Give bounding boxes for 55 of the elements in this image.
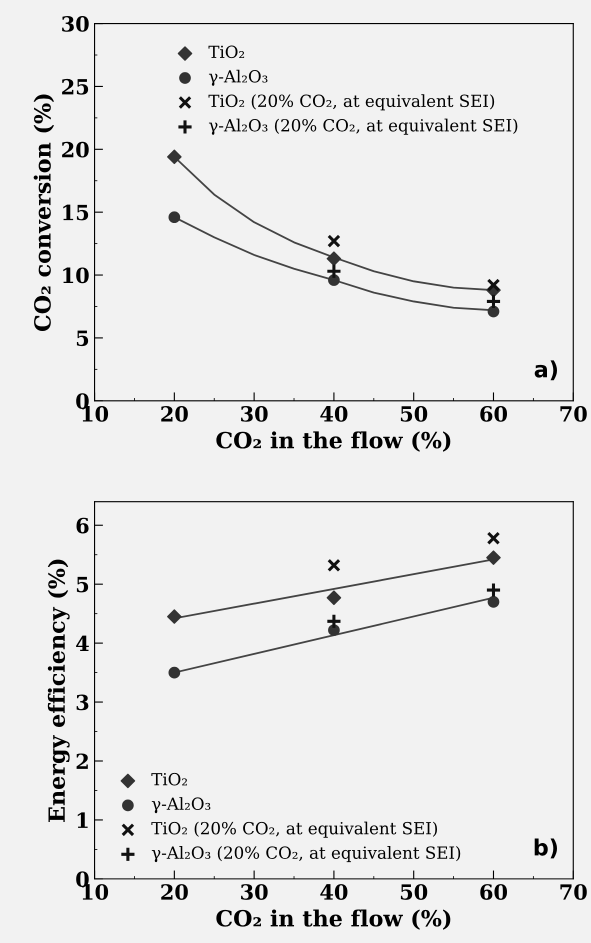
point [326, 613, 342, 630]
point [167, 609, 182, 624]
point [326, 263, 342, 280]
x-tick-label: 70 [560, 884, 587, 900]
point [486, 532, 500, 545]
x-tick-label: 40 [320, 406, 348, 422]
legend-label: γ-Al₂O₃ (20% CO₂, at equivalent SEI) [152, 846, 460, 862]
x-tick-label: 60 [480, 406, 508, 422]
x-tick-label: 20 [161, 884, 188, 900]
point [326, 251, 342, 266]
point [168, 211, 180, 224]
y-tick-label: 4 [76, 636, 89, 652]
y-tick-label: 20 [62, 142, 89, 158]
y-tick-label: 30 [62, 16, 89, 32]
x-tick-label: 50 [400, 884, 428, 900]
annotation: b) [534, 838, 557, 858]
point [326, 590, 342, 606]
legend-label: TiO₂ (20% CO₂, at equivalent SEI) [208, 94, 494, 110]
point [485, 293, 502, 310]
y-tick-label: 5 [76, 576, 88, 592]
x-tick-label: 60 [480, 884, 508, 900]
legend-label: TiO₂ [208, 46, 244, 58]
y-axis-title: CO₂ conversion (%) [34, 94, 54, 332]
y-tick-label: 5 [76, 330, 88, 346]
x-tick-label: 50 [400, 406, 428, 422]
annotation: a) [534, 360, 557, 380]
y-tick-label: 10 [63, 267, 89, 284]
x-axis-title: CO₂ in the flow (%) [216, 431, 450, 452]
point [486, 278, 500, 292]
x-tick-label: 70 [560, 406, 587, 422]
point [327, 558, 341, 572]
legend-label: γ-Al₂O₃ [152, 797, 210, 814]
point [167, 150, 182, 164]
point [168, 666, 180, 678]
point [488, 596, 500, 608]
y-tick-label: 25 [62, 78, 88, 95]
legend-label: TiO₂ [151, 772, 187, 786]
x-tick-label: 40 [320, 884, 348, 900]
y-tick-label: 15 [63, 204, 88, 220]
y-tick-label: 3 [76, 694, 88, 710]
legend-label: TiO₂ (20% CO₂, at equivalent SEI) [151, 822, 438, 838]
x-axis-title: CO₂ in the flow (%) [216, 909, 450, 930]
point [488, 306, 500, 318]
legend-label: γ-Al₂O₃ (20% CO₂, at equivalent SEI) [208, 118, 518, 135]
y-tick-label: 2 [76, 753, 88, 769]
x-tick-label: 30 [241, 406, 268, 422]
point [327, 234, 341, 248]
x-tick-label: 20 [161, 406, 188, 422]
x-tick-label: 30 [241, 884, 268, 900]
point [486, 550, 501, 565]
y-axis-title: Energy efficiency (%) [48, 560, 70, 822]
y-tick-label: 1 [78, 812, 88, 828]
legend-label: γ-Al₂O₃ [208, 70, 268, 86]
y-tick-label: 6 [76, 518, 89, 534]
point [485, 582, 502, 598]
